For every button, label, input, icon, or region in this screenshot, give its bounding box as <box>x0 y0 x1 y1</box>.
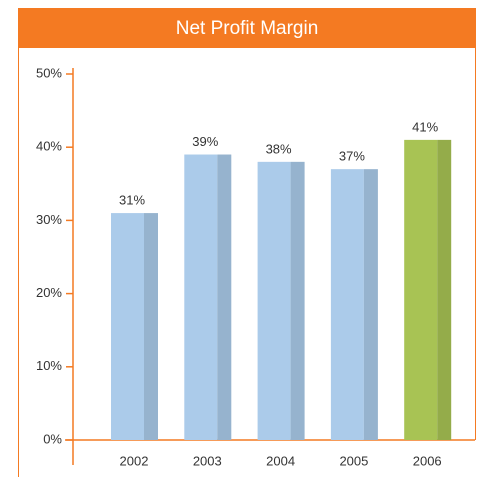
value-label: 39% <box>192 134 218 149</box>
bar-side <box>437 139 452 440</box>
bar <box>111 213 158 440</box>
bar <box>330 169 378 440</box>
bar-front <box>404 139 438 440</box>
y-tick-label: 30% <box>36 212 62 227</box>
x-tick-label: 2006 <box>413 453 442 468</box>
bar-side <box>290 161 305 440</box>
bar-front <box>330 169 364 440</box>
y-tick-label: 0% <box>43 431 62 446</box>
y-tick-label: 40% <box>36 139 62 154</box>
chart-title: Net Profit Margin <box>176 18 319 39</box>
y-tick-label: 10% <box>36 358 62 373</box>
value-label: 38% <box>266 141 292 156</box>
y-tick-label: 20% <box>36 285 62 300</box>
bar-side <box>217 154 232 440</box>
x-tick-label: 2004 <box>266 453 295 468</box>
value-label: 31% <box>119 193 145 208</box>
bar <box>257 161 305 440</box>
bar <box>404 139 452 440</box>
x-tick-label: 2002 <box>120 453 149 468</box>
value-label: 41% <box>412 119 438 134</box>
bar-front <box>111 213 144 440</box>
bar-front <box>257 161 291 440</box>
bar-side <box>144 213 158 440</box>
x-tick-label: 2005 <box>339 453 368 468</box>
y-tick-label: 50% <box>36 65 62 80</box>
bar-side <box>363 169 378 440</box>
title-banner <box>18 8 476 48</box>
bar <box>184 154 232 440</box>
bar-front <box>184 154 218 440</box>
value-label: 37% <box>339 149 365 164</box>
x-tick-label: 2003 <box>193 453 222 468</box>
